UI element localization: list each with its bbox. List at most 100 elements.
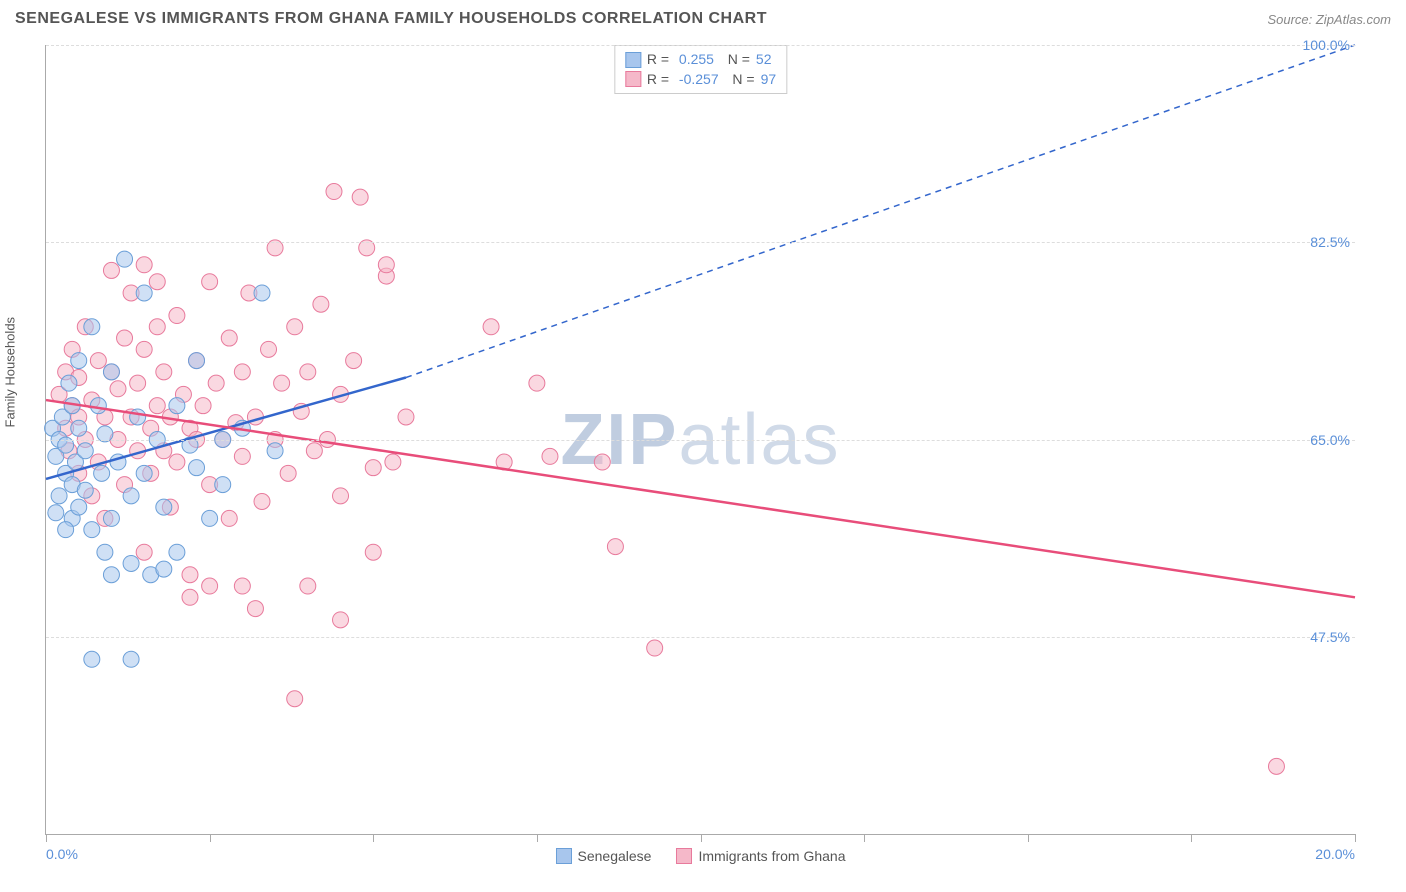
r-label-2: R = [647, 70, 673, 90]
x-axis-min-label: 0.0% [46, 846, 78, 862]
data-point [169, 398, 185, 414]
legend-correlation: R = 0.255 N = 52 R = -0.257 N = 97 [614, 45, 787, 94]
data-point [123, 555, 139, 571]
data-point [607, 539, 623, 555]
data-point [84, 319, 100, 335]
data-point [103, 364, 119, 380]
legend-item-1: Senegalese [555, 848, 651, 864]
plot-area: ZIPatlas R = 0.255 N = 52 R = -0.257 N =… [45, 45, 1355, 835]
data-point [97, 544, 113, 560]
data-point [274, 375, 290, 391]
n-value-2: 97 [761, 70, 777, 90]
data-point [333, 488, 349, 504]
data-point [94, 465, 110, 481]
x-tick [1191, 834, 1192, 842]
data-point [195, 398, 211, 414]
x-tick [373, 834, 374, 842]
data-point [149, 319, 165, 335]
r-value-2: -0.257 [679, 70, 719, 90]
data-point [189, 353, 205, 369]
swatch-bottom-1 [555, 848, 571, 864]
swatch-series-2 [625, 71, 641, 87]
data-point [221, 510, 237, 526]
data-point [136, 341, 152, 357]
data-point [346, 353, 362, 369]
gridline-h [46, 440, 1355, 441]
data-point [280, 465, 296, 481]
data-point [71, 420, 87, 436]
data-point [647, 640, 663, 656]
data-point [300, 578, 316, 594]
data-point [254, 493, 270, 509]
data-point [398, 409, 414, 425]
swatch-series-1 [625, 52, 641, 68]
data-point [313, 296, 329, 312]
data-point [136, 544, 152, 560]
source-attribution: Source: ZipAtlas.com [1267, 12, 1391, 27]
data-point [287, 319, 303, 335]
data-point [182, 567, 198, 583]
data-point [1268, 758, 1284, 774]
data-point [48, 505, 64, 521]
n-label-1: N = [720, 50, 750, 70]
data-point [182, 589, 198, 605]
data-point [385, 454, 401, 470]
data-point [123, 488, 139, 504]
data-point [130, 409, 146, 425]
data-point [234, 364, 250, 380]
y-tick-label: 82.5% [1310, 234, 1350, 250]
r-value-1: 0.255 [679, 50, 714, 70]
legend-series: Senegalese Immigrants from Ghana [555, 848, 845, 864]
data-point [234, 448, 250, 464]
data-point [149, 274, 165, 290]
data-point [84, 651, 100, 667]
data-point [103, 510, 119, 526]
data-point [333, 612, 349, 628]
swatch-bottom-2 [676, 848, 692, 864]
regression-line [406, 45, 1355, 378]
legend-row-2: R = -0.257 N = 97 [625, 70, 776, 90]
data-point [136, 257, 152, 273]
x-tick [210, 834, 211, 842]
series-name-2: Immigrants from Ghana [698, 848, 845, 864]
data-point [136, 465, 152, 481]
data-point [215, 477, 231, 493]
data-point [378, 257, 394, 273]
data-point [90, 398, 106, 414]
data-point [254, 285, 270, 301]
data-point [221, 330, 237, 346]
data-point [247, 601, 263, 617]
data-point [110, 381, 126, 397]
gridline-h [46, 242, 1355, 243]
data-point [71, 499, 87, 515]
data-point [529, 375, 545, 391]
data-point [103, 567, 119, 583]
data-point [352, 189, 368, 205]
r-label-1: R = [647, 50, 673, 70]
data-point [326, 184, 342, 200]
data-point [169, 454, 185, 470]
legend-row-1: R = 0.255 N = 52 [625, 50, 776, 70]
n-value-1: 52 [756, 50, 772, 70]
x-tick [1028, 834, 1029, 842]
series-name-1: Senegalese [577, 848, 651, 864]
data-point [84, 522, 100, 538]
data-point [189, 460, 205, 476]
data-point [365, 460, 381, 476]
title-bar: SENEGALESE VS IMMIGRANTS FROM GHANA FAMI… [15, 10, 1391, 28]
data-point [202, 510, 218, 526]
y-axis-label: Family Households [3, 317, 18, 428]
chart-container: SENEGALESE VS IMMIGRANTS FROM GHANA FAMI… [0, 0, 1406, 892]
x-tick [46, 834, 47, 842]
data-point [300, 364, 316, 380]
y-tick-label: 100.0% [1303, 37, 1350, 53]
data-point [130, 375, 146, 391]
data-point [169, 308, 185, 324]
data-point [542, 448, 558, 464]
data-point [156, 561, 172, 577]
y-tick-label: 65.0% [1310, 432, 1350, 448]
y-tick-label: 47.5% [1310, 629, 1350, 645]
data-point [202, 578, 218, 594]
data-point [261, 341, 277, 357]
data-point [103, 262, 119, 278]
